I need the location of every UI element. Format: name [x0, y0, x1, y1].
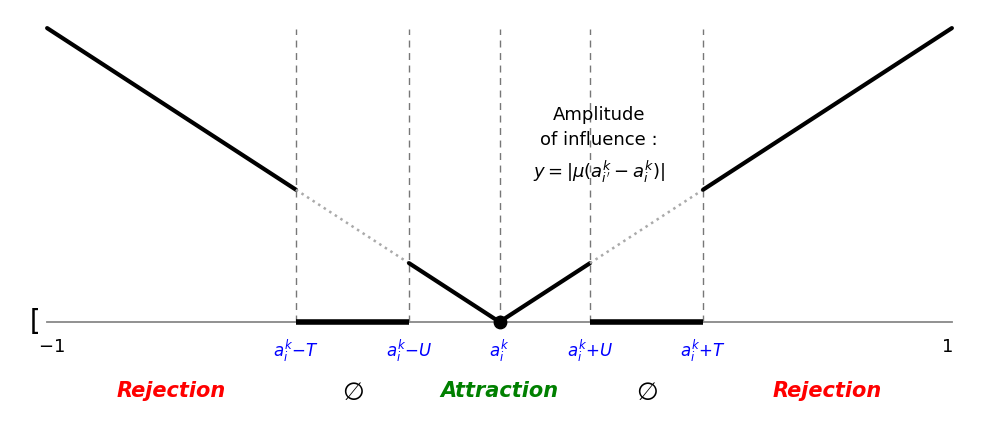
Text: $\varnothing$: $\varnothing$	[342, 381, 364, 405]
Text: $a_i^k$$+U$: $a_i^k$$+U$	[567, 338, 613, 364]
Text: $a_i^k$$-T$: $a_i^k$$-T$	[273, 338, 319, 364]
Text: Amplitude
of influence :
$y = |\mu(a_{i'}^k - a_i^k)|$: Amplitude of influence : $y = |\mu(a_{i'…	[533, 106, 665, 185]
Text: Attraction: Attraction	[441, 381, 558, 401]
Text: $a_i^k$: $a_i^k$	[490, 338, 509, 364]
Text: $-1$: $-1$	[38, 338, 65, 356]
Text: Rejection: Rejection	[773, 381, 882, 401]
Text: Rejection: Rejection	[117, 381, 226, 401]
Text: $a_i^k$$+T$: $a_i^k$$+T$	[680, 338, 726, 364]
Text: [: [	[26, 308, 43, 336]
Point	[492, 318, 507, 325]
Text: $a_i^k$$-U$: $a_i^k$$-U$	[386, 338, 432, 364]
Text: $1$: $1$	[941, 338, 953, 356]
Text: $\varnothing$: $\varnothing$	[635, 381, 657, 405]
